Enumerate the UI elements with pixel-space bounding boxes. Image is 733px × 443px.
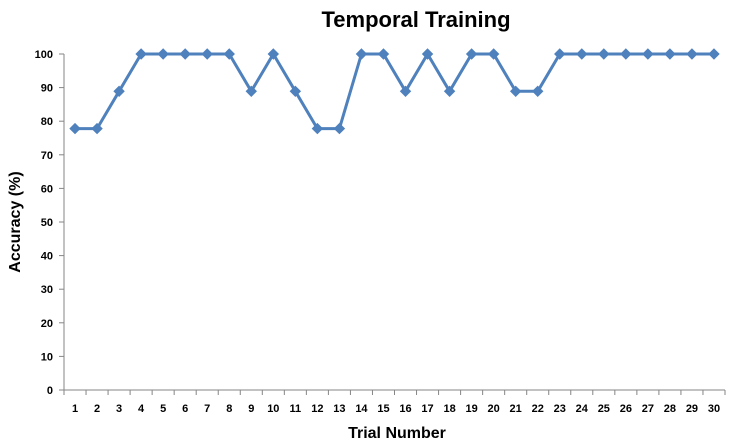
data-point xyxy=(245,85,257,98)
x-tick-label: 4 xyxy=(138,403,145,415)
data-point xyxy=(642,48,654,60)
x-tick-label: 26 xyxy=(620,403,632,415)
data-point xyxy=(708,48,720,60)
chart-title: Temporal Training xyxy=(321,7,510,32)
data-point xyxy=(179,48,191,60)
x-tick-label: 8 xyxy=(226,403,232,415)
x-tick-label: 23 xyxy=(554,403,566,415)
y-axis-label: Accuracy (%) xyxy=(7,171,24,272)
data-point xyxy=(487,48,500,60)
x-tick-label: 3 xyxy=(116,403,122,415)
data-point xyxy=(509,85,522,98)
x-tick-label: 22 xyxy=(532,403,544,415)
data-point xyxy=(664,48,676,60)
data-point xyxy=(620,48,632,60)
x-tick-label: 20 xyxy=(488,403,500,415)
y-tick-label: 100 xyxy=(35,49,53,61)
x-tick-label: 7 xyxy=(204,403,210,415)
data-point xyxy=(311,122,324,135)
x-tick-label: 24 xyxy=(576,403,589,415)
data-point xyxy=(333,122,346,135)
x-tick-label: 10 xyxy=(267,403,279,415)
y-tick-label: 30 xyxy=(41,284,53,296)
x-tick-label: 2 xyxy=(94,403,100,415)
data-point xyxy=(377,48,390,60)
data-point xyxy=(201,48,213,60)
data-point xyxy=(443,85,456,98)
data-point xyxy=(91,122,103,135)
x-tick-label: 13 xyxy=(333,403,345,415)
data-point xyxy=(686,48,698,60)
data-point xyxy=(465,48,478,60)
x-tick-label: 5 xyxy=(160,403,166,415)
y-tick-label: 40 xyxy=(41,251,53,263)
x-tick-label: 28 xyxy=(664,403,676,415)
x-tick-label: 25 xyxy=(598,403,610,415)
x-tick-label: 1 xyxy=(72,403,78,415)
x-tick-label: 30 xyxy=(708,403,720,415)
data-point xyxy=(399,85,412,98)
x-tick-label: 17 xyxy=(421,403,433,415)
y-tick-label: 50 xyxy=(41,217,53,229)
x-tick-label: 18 xyxy=(443,403,455,415)
data-point xyxy=(554,48,566,60)
x-tick-label: 15 xyxy=(377,403,389,415)
y-tick-label: 70 xyxy=(41,150,53,162)
x-tick-label: 14 xyxy=(355,403,368,415)
y-tick-label: 60 xyxy=(41,183,53,195)
y-tick-label: 10 xyxy=(41,351,53,363)
x-tick-label: 12 xyxy=(311,403,323,415)
x-tick-label: 29 xyxy=(686,403,698,415)
series-line xyxy=(73,52,716,131)
x-tick-label: 16 xyxy=(399,403,411,415)
data-point xyxy=(267,48,280,60)
y-tick-label: 0 xyxy=(47,385,53,397)
data-point xyxy=(157,48,169,60)
x-tick-label: 11 xyxy=(290,403,302,415)
data-point xyxy=(421,48,434,60)
data-point xyxy=(69,122,81,135)
x-axis-label: Trial Number xyxy=(348,425,446,442)
data-point xyxy=(289,85,302,98)
data-point xyxy=(135,48,147,60)
data-point xyxy=(223,48,235,60)
data-point xyxy=(355,48,368,60)
x-tick-label: 6 xyxy=(182,403,188,415)
data-point xyxy=(113,85,125,98)
y-tick-label: 20 xyxy=(41,318,53,330)
x-tick-label: 9 xyxy=(248,403,254,415)
data-point xyxy=(598,48,610,60)
x-tick-label: 21 xyxy=(510,403,522,415)
data-point xyxy=(532,85,544,98)
x-tick-label: 27 xyxy=(642,403,654,415)
y-tick-label: 90 xyxy=(41,83,53,95)
x-tick-label: 19 xyxy=(465,403,477,415)
y-tick-label: 80 xyxy=(41,116,53,128)
data-point xyxy=(576,48,588,60)
